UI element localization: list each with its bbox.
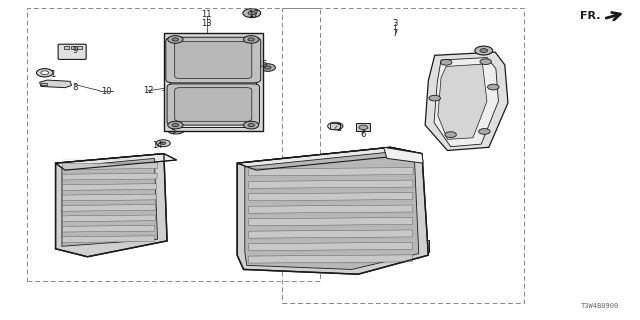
Circle shape [172,124,179,127]
Circle shape [328,122,343,130]
Text: 10: 10 [101,87,112,96]
Circle shape [475,46,493,55]
Text: 15: 15 [257,60,268,69]
Polygon shape [248,205,413,213]
Polygon shape [248,180,413,188]
Text: FR.: FR. [580,11,600,21]
Circle shape [156,140,170,147]
Circle shape [479,129,490,134]
Circle shape [248,11,255,15]
Polygon shape [170,38,256,127]
Circle shape [480,59,492,65]
Text: 12: 12 [143,86,153,95]
Bar [77,46,82,49]
Polygon shape [63,215,156,222]
Text: 1: 1 [50,70,55,79]
Polygon shape [63,225,155,232]
Polygon shape [63,194,156,201]
Circle shape [168,121,183,129]
Bar [414,242,426,251]
Circle shape [41,71,49,75]
Polygon shape [245,152,419,269]
Circle shape [429,95,440,101]
Circle shape [161,142,166,144]
Polygon shape [434,58,499,147]
Polygon shape [248,255,412,263]
Polygon shape [40,80,72,88]
Polygon shape [63,173,157,180]
Bar [330,123,340,129]
FancyBboxPatch shape [175,88,252,121]
Text: T3W4B0900: T3W4B0900 [581,303,620,309]
Text: 9: 9 [72,46,77,55]
Text: 13: 13 [201,19,212,28]
Polygon shape [63,184,157,190]
Circle shape [172,128,180,132]
Text: 3: 3 [392,19,398,28]
Polygon shape [248,230,413,238]
Polygon shape [62,158,157,246]
Circle shape [167,125,185,134]
Polygon shape [425,52,508,150]
Circle shape [244,121,259,129]
Polygon shape [237,147,422,170]
FancyBboxPatch shape [58,44,86,60]
Polygon shape [237,147,428,274]
Polygon shape [164,33,262,132]
Polygon shape [63,204,156,211]
FancyBboxPatch shape [167,84,259,125]
Text: 7: 7 [392,28,398,38]
Circle shape [480,49,488,52]
Circle shape [260,64,275,71]
Circle shape [248,124,254,127]
Circle shape [168,36,183,43]
FancyBboxPatch shape [175,42,252,78]
Circle shape [264,66,271,69]
Polygon shape [56,154,167,257]
Bar [41,83,47,85]
Polygon shape [248,168,413,176]
Polygon shape [438,64,487,140]
Text: 2: 2 [337,124,342,133]
Polygon shape [248,218,413,226]
Bar [356,123,371,132]
Polygon shape [56,154,177,170]
Text: 17: 17 [248,10,259,19]
Text: 6: 6 [360,130,365,139]
Text: 4: 4 [474,114,479,123]
Circle shape [445,132,456,138]
Polygon shape [248,242,413,251]
Circle shape [172,38,179,41]
Circle shape [248,38,254,41]
Text: 14: 14 [152,141,163,150]
Text: 11: 11 [202,10,212,19]
Circle shape [488,84,499,90]
Bar [71,46,76,49]
Circle shape [243,9,260,18]
Text: 16: 16 [415,246,426,255]
Bar [411,240,429,252]
Text: 5: 5 [171,127,176,136]
Bar [65,46,69,49]
Polygon shape [63,163,157,170]
Circle shape [36,69,53,77]
Text: 17: 17 [481,48,491,57]
Polygon shape [63,236,154,243]
Text: 8: 8 [72,83,77,92]
FancyBboxPatch shape [166,37,260,83]
Polygon shape [384,147,423,163]
Polygon shape [248,193,413,201]
Circle shape [440,60,452,65]
Circle shape [359,125,368,130]
Circle shape [244,36,259,43]
